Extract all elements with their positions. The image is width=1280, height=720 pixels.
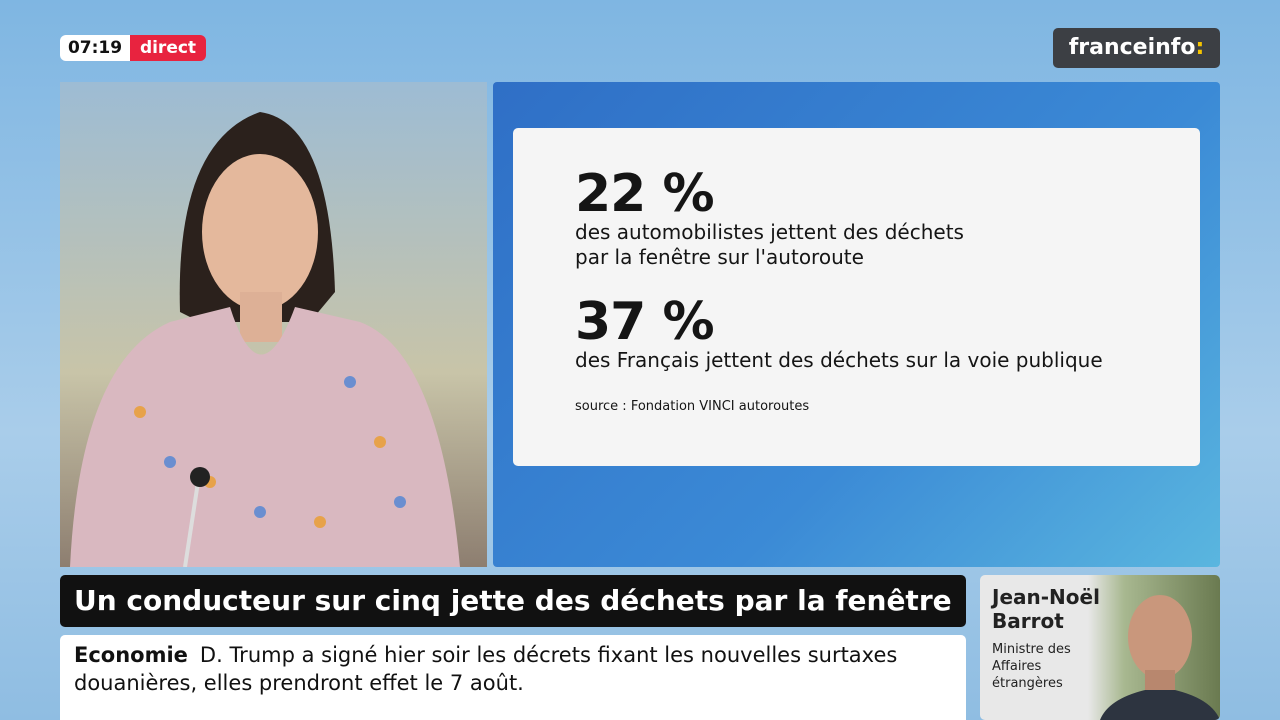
name-line: Jean-Noël — [992, 585, 1100, 609]
live-badge: direct — [130, 35, 206, 61]
guest-name: Jean-Noël Barrot — [992, 585, 1100, 633]
video-feed — [60, 82, 487, 567]
stat: 37 % des Français jettent des déchets sur… — [575, 296, 1200, 373]
source: source : Fondation VINCI autoroutes — [575, 399, 810, 414]
logo: franceinfo: — [1053, 28, 1220, 68]
guest-photo — [1100, 595, 1220, 720]
ticker-category: Economie — [74, 643, 188, 667]
stat: 22 % des automobilistes jettent des déche… — [575, 168, 1200, 270]
stat-text: des Français jettent des déchets sur la … — [575, 348, 1103, 372]
stat-value: 22 % — [575, 164, 715, 224]
stat-text: des automobilistes jettent des déchets — [575, 220, 964, 244]
stat-text: par la fenêtre sur l'autoroute — [575, 245, 864, 269]
guest-role: Ministre des Affaires étrangères — [992, 641, 1071, 692]
stat-value: 37 % — [575, 292, 715, 352]
headline: Un conducteur sur cinq jette des déchets… — [60, 575, 966, 627]
clock: 07:19 — [60, 35, 130, 61]
role-line: Ministre des — [992, 642, 1071, 657]
stats-card: 22 % des automobilistes jettent des déche… — [513, 128, 1200, 466]
role-line: étrangères — [992, 676, 1063, 691]
ticker-text: D. Trump a signé hier soir les décrets f… — [74, 643, 898, 695]
name-line: Barrot — [992, 609, 1064, 633]
logo-text: franceinfo — [1068, 35, 1196, 60]
role-line: Affaires — [992, 659, 1042, 674]
guest-box: Jean-Noël Barrot Ministre des Affaires étra… — [980, 575, 1220, 720]
ticker: Economie D. Trump a signé hier soir les d… — [60, 635, 966, 720]
logo-mark: : — [1195, 35, 1205, 60]
